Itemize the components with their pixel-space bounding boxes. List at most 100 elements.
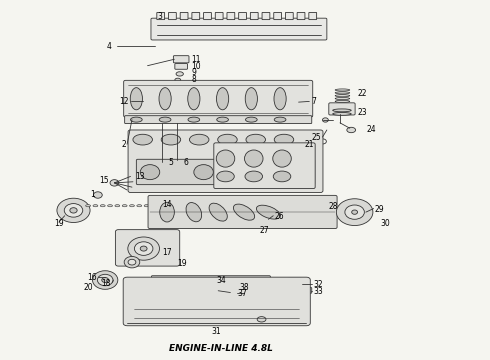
FancyBboxPatch shape [123,80,313,117]
FancyBboxPatch shape [203,13,211,19]
FancyBboxPatch shape [227,13,235,19]
Ellipse shape [64,203,83,217]
Ellipse shape [94,192,102,198]
Ellipse shape [335,100,350,103]
Ellipse shape [335,95,350,97]
Ellipse shape [128,259,136,265]
Ellipse shape [70,208,77,213]
Ellipse shape [176,72,183,76]
Ellipse shape [124,256,140,268]
Ellipse shape [216,150,235,167]
Ellipse shape [345,205,365,219]
Ellipse shape [218,134,237,145]
FancyBboxPatch shape [250,13,258,19]
Text: 8: 8 [192,75,196,84]
FancyBboxPatch shape [128,130,323,193]
Ellipse shape [257,317,266,322]
Ellipse shape [159,117,171,122]
Text: 14: 14 [162,200,172,209]
Text: 2: 2 [122,140,126,149]
Ellipse shape [246,134,266,145]
Text: 21: 21 [305,140,314,149]
Ellipse shape [130,117,142,122]
Ellipse shape [57,198,90,222]
FancyBboxPatch shape [192,13,200,19]
Ellipse shape [333,109,351,112]
Ellipse shape [274,87,286,110]
Ellipse shape [159,87,171,110]
FancyBboxPatch shape [157,13,165,19]
Ellipse shape [102,278,109,283]
FancyBboxPatch shape [123,277,310,326]
Ellipse shape [190,134,209,145]
Text: 34: 34 [217,275,226,284]
Ellipse shape [188,117,200,122]
Ellipse shape [130,87,143,110]
Ellipse shape [210,204,215,207]
Ellipse shape [134,242,153,255]
Text: 24: 24 [367,126,376,135]
FancyBboxPatch shape [151,276,270,282]
FancyBboxPatch shape [136,159,315,185]
Text: 30: 30 [380,219,390,228]
Text: 13: 13 [135,172,145,181]
Ellipse shape [194,165,213,180]
Text: 19: 19 [54,219,64,228]
Text: 37: 37 [238,289,247,298]
Ellipse shape [322,118,328,122]
Ellipse shape [93,204,98,207]
Ellipse shape [245,87,257,110]
Text: 23: 23 [357,108,367,117]
Text: 3: 3 [157,12,162,21]
Ellipse shape [352,210,358,214]
FancyBboxPatch shape [169,13,176,19]
Ellipse shape [228,292,234,295]
FancyBboxPatch shape [329,103,355,115]
Ellipse shape [151,204,156,207]
Ellipse shape [93,271,118,289]
FancyBboxPatch shape [239,13,246,19]
FancyBboxPatch shape [151,18,327,40]
Text: 10: 10 [192,62,201,71]
FancyBboxPatch shape [148,195,337,229]
Text: ENGINE-IN-LINE 4.8L: ENGINE-IN-LINE 4.8L [169,344,272,353]
Text: 31: 31 [211,327,220,336]
Ellipse shape [115,204,120,207]
FancyBboxPatch shape [297,13,305,19]
FancyBboxPatch shape [274,13,282,19]
Text: 1: 1 [90,190,95,199]
Ellipse shape [217,87,229,110]
Text: 33: 33 [313,287,323,296]
Ellipse shape [133,134,152,145]
Ellipse shape [274,134,294,145]
FancyBboxPatch shape [174,158,179,162]
Ellipse shape [140,246,147,251]
Text: 7: 7 [311,97,316,106]
Text: 4: 4 [106,41,111,50]
Ellipse shape [336,199,373,226]
Ellipse shape [202,204,207,207]
Ellipse shape [129,204,134,207]
Ellipse shape [245,171,263,182]
FancyBboxPatch shape [286,13,293,19]
Text: 29: 29 [374,205,384,214]
Ellipse shape [245,150,263,167]
Ellipse shape [196,204,200,207]
Ellipse shape [86,204,91,207]
Ellipse shape [159,204,164,207]
FancyBboxPatch shape [192,147,202,160]
FancyBboxPatch shape [124,116,312,123]
FancyBboxPatch shape [191,145,217,161]
Text: 5: 5 [168,158,173,167]
Ellipse shape [273,171,291,182]
Ellipse shape [173,204,178,207]
Ellipse shape [274,117,286,122]
Ellipse shape [110,180,119,186]
FancyBboxPatch shape [295,288,312,293]
Ellipse shape [333,112,351,115]
Text: 11: 11 [192,55,201,64]
Text: 26: 26 [274,212,284,221]
Ellipse shape [128,237,159,260]
Ellipse shape [245,117,257,122]
Ellipse shape [108,204,113,207]
